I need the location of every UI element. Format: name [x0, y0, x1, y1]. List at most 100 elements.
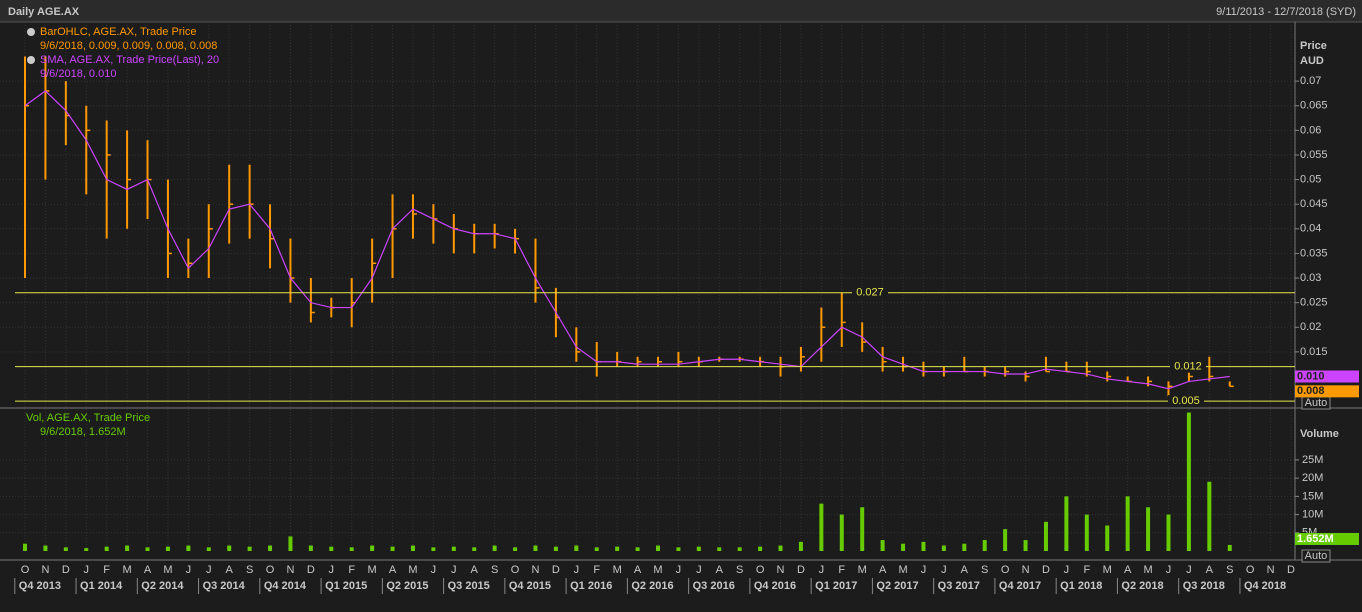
volume-bar	[329, 546, 334, 551]
x-tick-label: M	[368, 564, 377, 576]
y-tick-label: 0.045	[1300, 198, 1328, 210]
chart-title: Daily AGE.AX	[8, 6, 80, 18]
x-tick-label: J	[451, 564, 457, 576]
volume-bar	[778, 545, 783, 551]
volume-bar	[1227, 544, 1232, 551]
legend-icon[interactable]	[27, 28, 35, 36]
volume-bar	[656, 545, 660, 551]
volume-bar	[798, 541, 803, 551]
x-tick-label: M	[123, 564, 132, 576]
quarter-label: Q2 2015	[386, 580, 428, 592]
x-tick-label: A	[961, 564, 969, 576]
volume-bar	[1084, 514, 1089, 551]
x-tick-label: D	[797, 564, 805, 576]
legend-icon[interactable]	[27, 56, 35, 64]
legend-ohlc: BarOHLC, AGE.AX, Trade Price	[40, 26, 197, 38]
auto-button-label[interactable]: Auto	[1305, 550, 1328, 562]
quarter-label: Q2 2018	[1121, 580, 1163, 592]
quarter-label: Q1 2018	[1060, 580, 1102, 592]
volume-bar	[1023, 540, 1028, 551]
volume-bar	[696, 546, 701, 551]
x-tick-label: A	[1124, 564, 1132, 576]
sma-line	[24, 90, 1230, 390]
x-tick-label: J	[941, 564, 947, 576]
volume-bar	[962, 543, 967, 551]
last-value-tag	[1295, 370, 1359, 383]
y-tick-label: 0.04	[1300, 223, 1321, 235]
x-tick-label: M	[653, 564, 662, 576]
x-tick-label: O	[1246, 564, 1255, 576]
last-value-label: 1.652M	[1297, 533, 1334, 545]
volume-bar	[1186, 412, 1191, 551]
x-tick-label: D	[307, 564, 315, 576]
y2-tick-label: 15M	[1302, 490, 1323, 502]
x-tick-label: M	[898, 564, 907, 576]
volume-bar	[880, 540, 885, 551]
x-tick-label: A	[716, 564, 724, 576]
quarter-label: Q4 2014	[264, 580, 307, 592]
x-tick-label: S	[491, 564, 498, 576]
volume-bar	[84, 548, 89, 551]
x-tick-label: M	[858, 564, 867, 576]
legend-sma: SMA, AGE.AX, Trade Price(Last), 20	[40, 54, 219, 66]
horizontal-line-label-bg	[1170, 360, 1206, 373]
volume-bar	[63, 547, 68, 551]
volume-bar	[1125, 496, 1130, 551]
quarter-label: Q1 2014	[80, 580, 123, 592]
x-tick-label: A	[389, 564, 397, 576]
volume-bar	[574, 545, 579, 551]
x-tick-label: J	[921, 564, 927, 576]
x-tick-label: A	[144, 564, 152, 576]
volume-bar	[165, 546, 170, 551]
x-tick-label: J	[206, 564, 212, 576]
volume-bar	[268, 545, 273, 551]
x-tick-label: O	[266, 564, 275, 576]
x-tick-label: M	[1143, 564, 1152, 576]
y-tick-label: 0.055	[1300, 149, 1328, 161]
volume-bar	[1105, 525, 1110, 551]
volume-bar	[758, 546, 763, 551]
volume-bar	[1146, 507, 1151, 551]
volume-bar	[860, 507, 865, 551]
x-tick-label: F	[348, 564, 355, 576]
y2-tick-label: 25M	[1302, 454, 1323, 466]
x-tick-label: S	[1226, 564, 1233, 576]
volume-bar	[410, 545, 415, 551]
x-tick-label: J	[1064, 564, 1070, 576]
quarter-label: Q4 2013	[19, 580, 61, 592]
volume-bar	[819, 503, 824, 551]
volume-bar	[390, 546, 395, 551]
volume-bar	[513, 547, 518, 551]
x-tick-label: O	[511, 564, 520, 576]
x-tick-label: N	[1267, 564, 1275, 576]
quarter-label: Q3 2017	[938, 580, 980, 592]
auto-button[interactable]	[1301, 549, 1331, 563]
header-bar	[0, 0, 1362, 22]
volume-bar	[737, 547, 742, 551]
quarter-label: Q2 2014	[141, 580, 184, 592]
x-tick-label: D	[1287, 564, 1295, 576]
volume-bar	[43, 545, 48, 551]
x-tick-label: O	[756, 564, 765, 576]
x-tick-label: F	[103, 564, 110, 576]
volume-bar	[921, 541, 926, 551]
quarter-label: Q3 2015	[448, 580, 490, 592]
volume-bar	[839, 514, 844, 551]
x-tick-label: N	[1022, 564, 1030, 576]
x-tick-label: F	[1083, 564, 1090, 576]
x-tick-label: M	[163, 564, 172, 576]
horizontal-line-label: 0.027	[856, 287, 884, 299]
quarter-label: Q4 2016	[754, 580, 796, 592]
volume-bar	[349, 547, 354, 551]
volume-bar	[533, 545, 538, 551]
volume-bar	[492, 545, 497, 551]
x-tick-label: A	[634, 564, 642, 576]
x-tick-label: O	[1001, 564, 1010, 576]
auto-button-label[interactable]: Auto	[1305, 397, 1328, 409]
date-range: 9/11/2013 - 12/7/2018 (SYD)	[1216, 6, 1356, 18]
x-tick-label: J	[574, 564, 580, 576]
volume-bar	[1043, 521, 1048, 551]
horizontal-line-label: 0.012	[1174, 361, 1202, 373]
volume-bar	[431, 547, 436, 551]
